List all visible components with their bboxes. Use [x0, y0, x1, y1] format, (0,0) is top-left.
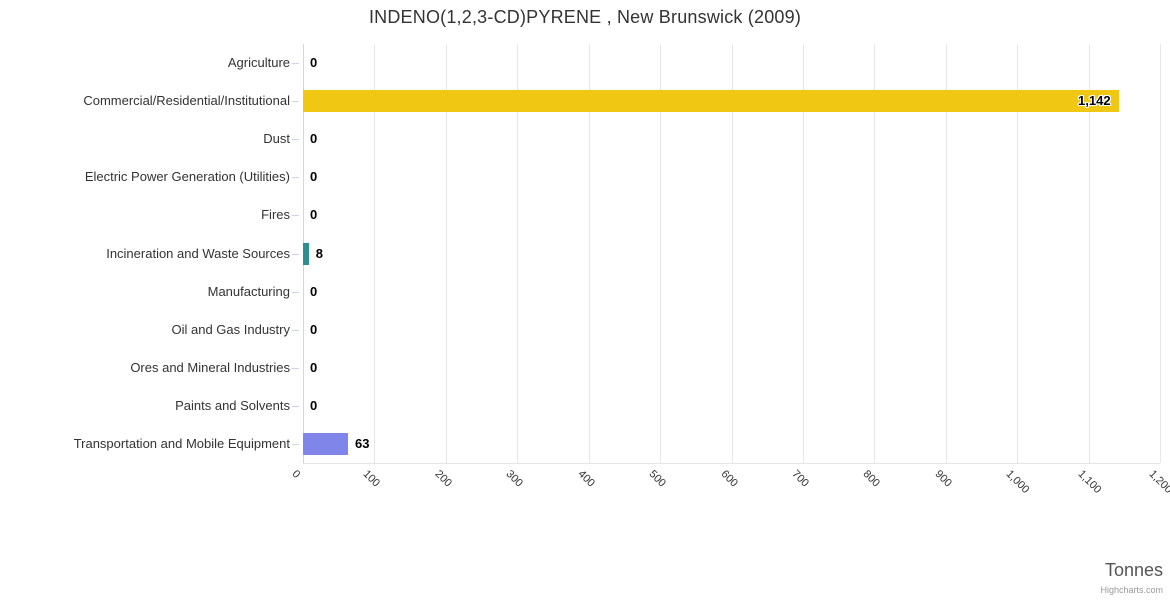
gridline: [660, 44, 662, 463]
value-label: 0: [310, 55, 318, 71]
value-label: 63: [354, 435, 370, 451]
x-axis-tick-label: 100: [360, 468, 383, 490]
value-label: 0: [310, 359, 318, 375]
category-label: Commercial/Residential/Institutional: [83, 93, 290, 109]
value-label: 1,142: [1078, 93, 1111, 109]
value-label: 0: [310, 207, 318, 223]
category-label: Ores and Mineral Industries: [130, 359, 290, 375]
x-axis-tick-label: 500: [646, 468, 669, 490]
x-axis-tick-label: 1,200: [1146, 468, 1170, 496]
x-axis-tick-label: 0: [289, 468, 303, 481]
category-tick: [292, 63, 299, 65]
value-label: 0: [310, 283, 318, 299]
x-axis-tick-label: 1,100: [1075, 468, 1104, 496]
category-label: Transportation and Mobile Equipment: [73, 435, 290, 451]
chart-title: INDENO(1,2,3-CD)PYRENE , New Brunswick (…: [368, 7, 802, 27]
category-label: Dust: [263, 131, 290, 147]
category-tick: [292, 253, 299, 255]
value-label: 0: [310, 397, 318, 413]
gridline: [1088, 44, 1090, 463]
x-axis-tick-label: 300: [503, 468, 526, 490]
category-tick: [292, 443, 299, 445]
value-label: 0: [310, 131, 318, 147]
category-label: Manufacturing: [207, 283, 290, 299]
gridline: [517, 44, 519, 463]
category-label: Agriculture: [227, 55, 290, 71]
gridline: [874, 44, 876, 463]
x-axis-tick-label: 600: [718, 468, 740, 490]
x-axis-tick-label: 1,000: [1003, 468, 1032, 496]
value-label: 0: [310, 321, 318, 337]
gridline: [1017, 44, 1019, 463]
category-tick: [292, 215, 299, 217]
x-axis-title: Tonnes: [1104, 560, 1163, 580]
gridline: [445, 44, 447, 463]
x-axis-tick-label: 800: [860, 468, 883, 490]
gridline: [731, 44, 733, 463]
bar-incineration-and-waste-sources[interactable]: [303, 242, 309, 265]
x-axis-line: [303, 463, 1160, 464]
gridline: [802, 44, 804, 463]
x-axis-tick-label: 900: [932, 468, 954, 490]
category-label: Electric Power Generation (Utilities): [84, 169, 290, 185]
gridline: [588, 44, 590, 463]
value-label: 8: [315, 245, 323, 261]
gridline: [374, 44, 376, 463]
category-tick: [292, 405, 299, 407]
category-tick: [292, 139, 299, 141]
category-label: Fires: [261, 207, 290, 223]
x-axis-tick-label: 400: [575, 468, 597, 490]
category-tick: [292, 177, 299, 179]
category-tick: [292, 291, 299, 293]
gridline: [1160, 44, 1161, 463]
category-label: Incineration and Waste Sources: [106, 245, 290, 261]
highcharts-credit[interactable]: Highcharts.com: [1100, 585, 1163, 595]
bar-commercial-residential-institutional[interactable]: [303, 90, 1119, 113]
category-label: Paints and Solvents: [175, 397, 290, 413]
category-tick: [292, 367, 299, 369]
gridline: [945, 44, 947, 463]
x-axis-tick-label: 700: [789, 468, 811, 490]
category-label: Oil and Gas Industry: [171, 321, 291, 337]
category-tick: [292, 329, 299, 331]
x-axis-tick-label: 200: [432, 468, 454, 490]
bar-transportation-and-mobile-equipment[interactable]: [303, 432, 348, 455]
category-tick: [292, 101, 299, 103]
value-label: 0: [310, 169, 318, 185]
